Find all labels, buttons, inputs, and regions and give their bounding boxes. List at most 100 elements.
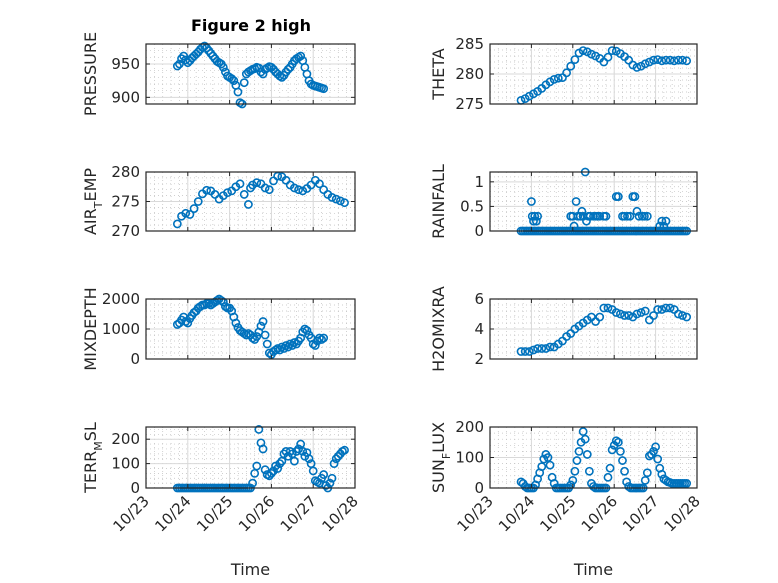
data-point	[613, 192, 623, 201]
data-point	[260, 183, 270, 193]
data-point	[665, 55, 675, 65]
data-point	[622, 477, 632, 487]
data-point	[327, 192, 337, 202]
data-point	[537, 344, 547, 353]
x-tick-label: 10/27	[619, 492, 662, 535]
y-tick-label: 285	[455, 35, 484, 53]
data-point	[327, 473, 337, 483]
data-point	[317, 335, 326, 344]
data-point	[578, 46, 588, 55]
data-point	[302, 326, 312, 335]
data-point	[678, 311, 687, 320]
data-point	[620, 311, 629, 320]
data-point	[570, 55, 580, 64]
y-axis-label: H2OMIXRA	[429, 286, 448, 372]
data-point	[642, 211, 652, 221]
data-point	[661, 303, 671, 313]
data-point	[630, 192, 640, 201]
y-axis-label: MIXDEPTH	[81, 287, 100, 370]
data-point	[541, 344, 551, 353]
data-point	[624, 311, 634, 320]
data-point	[315, 179, 324, 189]
x-tick-label: 10/26	[235, 492, 278, 535]
data-point	[616, 446, 625, 456]
data-point	[678, 55, 687, 65]
data-point	[275, 459, 285, 468]
data-point	[649, 311, 658, 320]
data-point	[605, 463, 615, 473]
y-axis-label: TERRMSL	[81, 422, 105, 494]
data-point	[632, 309, 642, 319]
data-point	[634, 211, 644, 221]
data-point	[340, 445, 349, 455]
data-point	[304, 454, 314, 464]
x-tick-label: 10/23	[110, 492, 153, 535]
data-point	[603, 472, 613, 482]
data-point	[531, 216, 541, 226]
data-point	[258, 444, 268, 454]
data-point	[256, 321, 266, 331]
data-point	[172, 61, 182, 71]
subplot-theta: 275 280 285 THETA	[429, 35, 698, 113]
data-point	[568, 475, 578, 485]
data-point	[223, 188, 232, 198]
data-point	[574, 446, 584, 456]
data-point	[618, 456, 627, 465]
data-point	[657, 56, 667, 66]
data-point	[657, 216, 667, 226]
data-point	[231, 318, 241, 328]
y-axis-label-main: THETA	[429, 48, 448, 100]
marker-series	[516, 46, 692, 105]
data-point	[262, 339, 272, 349]
data-point	[221, 302, 230, 311]
data-point	[319, 470, 329, 479]
subplots-grid: 900 950 PRESSURE 275 280 285 THETA 270 275 280 AIR…	[81, 32, 704, 579]
subplot-h2omixra: 2 4 6 H2OMIXRA	[429, 286, 698, 372]
y-axis-label: SUNFLUX	[429, 422, 453, 493]
data-point	[607, 46, 617, 55]
data-point	[252, 461, 262, 471]
axes-box	[145, 426, 356, 489]
y-tick-label: 1	[474, 173, 484, 191]
data-point	[653, 305, 663, 314]
data-point	[616, 309, 625, 319]
y-tick-label: 100	[455, 449, 484, 467]
data-point	[300, 324, 310, 334]
data-point	[669, 56, 679, 66]
y-tick-label: 2	[474, 350, 484, 368]
data-point	[572, 456, 582, 465]
data-point	[252, 332, 262, 341]
data-point	[227, 74, 237, 84]
data-point	[277, 342, 287, 352]
data-point	[520, 347, 530, 356]
data-point	[636, 308, 646, 317]
x-tick-label: 10/25	[536, 492, 579, 535]
y-tick-label: 2000	[102, 290, 140, 308]
y-tick-label: 0	[130, 479, 140, 497]
data-point	[285, 339, 295, 349]
data-point	[319, 333, 329, 343]
data-point	[308, 466, 318, 476]
data-point	[281, 341, 291, 350]
data-point	[260, 330, 270, 340]
data-point	[298, 446, 308, 456]
data-point	[335, 196, 345, 206]
y-tick-label: 275	[111, 193, 140, 211]
y-tick-label: 0	[474, 222, 484, 240]
data-point	[569, 221, 579, 231]
marker-series	[172, 171, 349, 229]
y-tick-label: 4	[474, 320, 484, 338]
data-point	[620, 211, 629, 221]
y-tick-label: 0.5	[460, 197, 484, 215]
data-point	[682, 56, 692, 66]
data-point	[252, 178, 262, 188]
y-axis-label: RAINFALL	[429, 164, 448, 239]
data-point	[202, 185, 212, 195]
data-point	[254, 425, 264, 434]
y-tick-label: 270	[111, 222, 140, 240]
x-tick-label: 10/24	[151, 492, 194, 535]
data-point	[595, 312, 605, 322]
data-point	[584, 466, 594, 476]
data-point	[175, 59, 184, 69]
